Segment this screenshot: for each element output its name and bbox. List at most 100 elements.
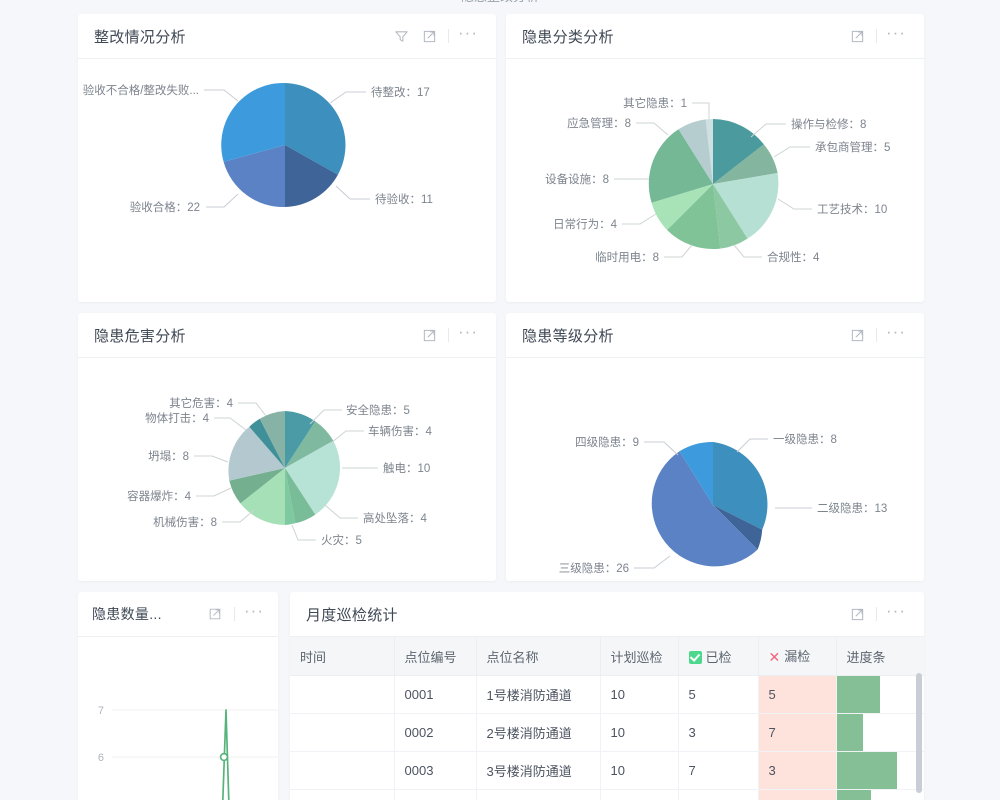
pie-label-harm-6: 容器爆炸：4: [127, 489, 191, 503]
cell-time: [290, 713, 395, 752]
cell-time: [290, 751, 395, 790]
card-count-actions: ···: [201, 600, 268, 628]
card-patrol: 月度巡检统计 ··· 时间 点位编号 点位名称: [290, 592, 924, 800]
card-level-title: 隐患等级分析: [522, 327, 614, 345]
cell-missed: 7: [758, 713, 837, 752]
pie-label-harm-4: 火灾：5: [321, 533, 362, 547]
line-chart-count: 7 6 5: [98, 705, 278, 800]
expand-icon[interactable]: [843, 600, 871, 628]
cell-done: 2: [678, 789, 759, 800]
card-patrol-header: 月度巡检统计 ···: [290, 592, 924, 637]
more-icon[interactable]: ···: [458, 322, 478, 341]
table-row[interactable]: 0002 2号楼消防通道 10 3 7: [290, 713, 924, 752]
col-done[interactable]: 已检: [678, 637, 759, 676]
cell-done: 5: [678, 675, 759, 714]
expand-icon[interactable]: [201, 600, 229, 628]
card-count-body: 7 6 5: [78, 637, 278, 800]
pie-label-harm-0: 安全隐患：5: [346, 403, 410, 417]
more-icon[interactable]: ···: [244, 601, 264, 620]
cell-code: 0001: [394, 675, 477, 714]
pie-chart-harm: 安全隐患：5 车辆伤害：4 触电：10 高处坠落：4 火灾：5 机械伤害：8 容…: [127, 396, 432, 547]
patrol-table-body: 0001 1号楼消防通道 10 5 5 0002 2号楼消防通道 10 3 7: [290, 675, 924, 800]
cell-progress: [836, 675, 924, 714]
pie-chart-rectify: 待整改：17 待验收：11 验收合格：22 验收不合格/整改失败...: [83, 82, 433, 214]
pie-label-rectify-3: 验收不合格/整改失败...: [83, 83, 199, 97]
pie-chart-level: 一级隐患：8 二级隐患：13 三级隐患：26 四级隐患：9: [559, 433, 888, 575]
col-missed[interactable]: ✕ 漏检: [758, 637, 837, 676]
y-tick-7: 7: [98, 705, 104, 717]
action-divider: [876, 328, 877, 342]
pie-label-harm-3: 高处坠落：4: [363, 511, 427, 525]
pie-label-category-0: 操作与检修：8: [791, 117, 866, 131]
col-progress[interactable]: 进度条: [836, 637, 924, 676]
col-code[interactable]: 点位编号: [394, 637, 477, 676]
pie-label-harm-5: 机械伤害：8: [153, 515, 217, 529]
cell-code: 0003: [394, 751, 477, 790]
card-rectify: 整改情况分析 ···: [78, 14, 496, 302]
page-title: 隐患整改分析: [0, 0, 1000, 2]
cell-name: 2号楼消防通道: [476, 713, 601, 752]
more-icon[interactable]: ···: [886, 601, 906, 620]
cell-code: 0002: [394, 713, 477, 752]
more-icon[interactable]: ···: [458, 23, 478, 42]
progress-bar: [836, 676, 880, 713]
pie-label-harm-9: 其它危害：4: [169, 396, 233, 410]
cell-missed: 5: [758, 675, 837, 714]
cell-done: 7: [678, 751, 759, 790]
more-icon[interactable]: ···: [886, 23, 906, 42]
card-category: 隐患分类分析 ···: [506, 14, 924, 302]
pie-label-level-2: 三级隐患：26: [559, 562, 629, 575]
cell-time: [290, 789, 395, 800]
card-count: 隐患数量... ··· 7 6 5: [78, 592, 278, 800]
pie-label-category-7: 应急管理：8: [567, 116, 631, 130]
card-rectify-body: 待整改：17 待验收：11 验收合格：22 验收不合格/整改失败...: [78, 59, 496, 301]
card-rectify-title: 整改情况分析: [94, 28, 186, 46]
col-done-label: 已检: [705, 649, 732, 665]
cell-planned: 5: [600, 789, 679, 800]
card-rectify-actions: ···: [387, 22, 482, 50]
filter-icon[interactable]: [387, 22, 415, 50]
more-icon[interactable]: ···: [886, 322, 906, 341]
patrol-table: 时间 点位编号 点位名称 计划巡检 已检 ✕ 漏检 进度条 0001 1号楼消防通…: [290, 637, 924, 800]
pie-label-level-3: 四级隐患：9: [575, 436, 639, 449]
action-divider: [876, 607, 877, 621]
cell-code: 0004: [394, 789, 477, 800]
patrol-table-head: 时间 点位编号 点位名称 计划巡检 已检 ✕ 漏检 进度条: [290, 637, 924, 676]
expand-icon[interactable]: [843, 321, 871, 349]
table-vertical-scrollbar[interactable]: [916, 673, 922, 793]
cell-time: [290, 675, 395, 714]
card-level-body: 一级隐患：8 二级隐患：13 三级隐患：26 四级隐患：9: [506, 358, 924, 580]
pie-label-category-2: 工艺技术：10: [817, 203, 887, 216]
pie-label-category-6: 设备设施：8: [545, 172, 609, 186]
card-harm-actions: ···: [415, 321, 482, 349]
y-tick-6: 6: [98, 752, 104, 764]
progress-bar: [836, 790, 872, 800]
col-name[interactable]: 点位名称: [476, 637, 601, 676]
card-level: 隐患等级分析 ··· 一级隐患: [506, 313, 924, 581]
expand-icon[interactable]: [415, 321, 443, 349]
cell-progress: [836, 751, 924, 790]
card-count-header: 隐患数量... ···: [78, 592, 278, 637]
pie-label-harm-7: 坍塌：8: [148, 449, 189, 463]
cell-progress: [836, 713, 924, 752]
cell-name: 1号楼消防通道: [476, 675, 601, 714]
expand-icon[interactable]: [843, 22, 871, 50]
pie-label-rectify-2: 验收合格：22: [130, 200, 200, 214]
pie-label-rectify-1: 待验收：11: [375, 192, 433, 206]
col-planned[interactable]: 计划巡检: [600, 637, 679, 676]
check-icon: [688, 650, 702, 664]
expand-icon[interactable]: [415, 22, 443, 50]
cell-done: 3: [678, 713, 759, 752]
progress-bar: [836, 752, 898, 789]
card-harm-title: 隐患危害分析: [94, 327, 186, 345]
pie-label-level-1: 二级隐患：13: [817, 502, 887, 515]
pie-label-harm-2: 触电：10: [383, 461, 430, 475]
cell-planned: 10: [600, 751, 679, 790]
col-time[interactable]: 时间: [290, 637, 395, 676]
table-row[interactable]: 0003 3号楼消防通道 10 7 3: [290, 751, 924, 790]
pie-label-category-8: 其它隐患：1: [623, 96, 687, 110]
cell-name: 1号仓库: [476, 789, 601, 800]
table-row[interactable]: 0001 1号楼消防通道 10 5 5: [290, 675, 924, 714]
pie-label-rectify-0: 待整改：17: [371, 85, 430, 99]
table-row[interactable]: 0004 1号仓库 5 2 3: [290, 789, 924, 800]
